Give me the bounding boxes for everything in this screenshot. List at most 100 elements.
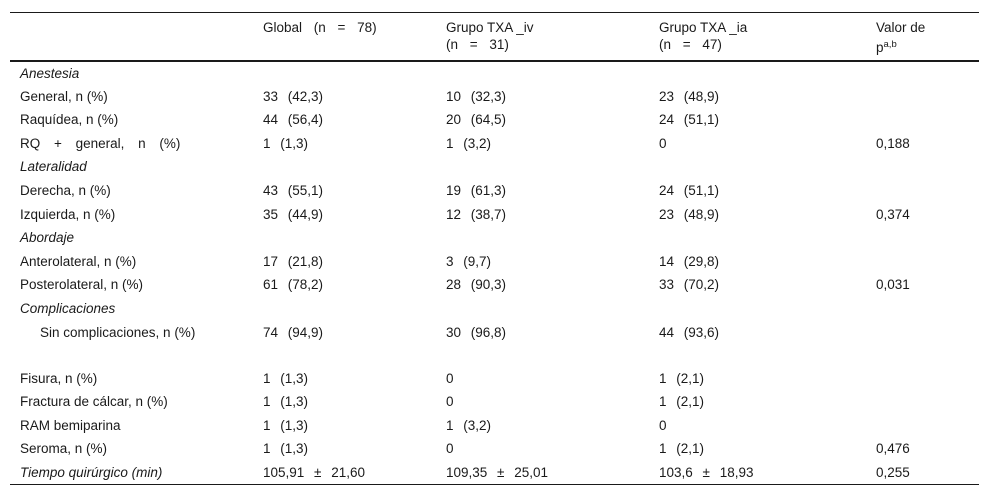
cell-txa-ia: 1 (2,1) <box>659 370 705 386</box>
cell-global: 43 (55,1) <box>263 182 324 198</box>
header-p-value-title: Valor de <box>876 20 926 35</box>
cell-txa-iv: 30 (96,8) <box>446 324 507 340</box>
header-label-cell <box>10 13 253 62</box>
row-label: Derecha, n (%) <box>20 182 111 198</box>
row-label: Anterolateral, n (%) <box>20 253 137 269</box>
cell-txa-iv: 12 (38,7) <box>446 206 507 222</box>
cell-global: 61 (78,2) <box>263 277 324 293</box>
table-row: Izquierda, n (%) 35 (44,9) 12 (38,7) 23 (48… <box>10 203 979 227</box>
cell-txa-iv: 109,35 ± 25,01 <box>446 464 548 480</box>
cell-txa-ia <box>649 226 866 250</box>
cell-global: 1 (1,3) <box>263 135 309 151</box>
header-txa-ia-n: (n = 47) <box>659 37 722 52</box>
cell-p-value <box>866 226 979 250</box>
row-label: Tiempo quirúrgico (min) <box>20 464 163 480</box>
cell-global: 1 (1,3) <box>263 394 309 410</box>
header-txa-iv-n: (n = 31) <box>446 37 509 52</box>
cell-global <box>253 226 436 250</box>
row-label: Lateralidad <box>20 159 87 175</box>
table-row: Posterolateral, n (%) 61 (78,2) 28 (90,3) 3… <box>10 273 979 297</box>
cell-txa-ia <box>649 61 866 85</box>
cell-p-value <box>866 321 979 367</box>
cell-txa-ia: 14 (29,8) <box>659 253 720 269</box>
header-global: Global (n = 78) <box>253 13 436 62</box>
results-table: Global (n = 78) Grupo TXA _iv (n = 31) G… <box>10 12 979 485</box>
cell-p-value: 0,374 <box>876 206 910 222</box>
header-p-letter: p <box>876 40 884 55</box>
header-p-value: Valor de pa,b <box>866 13 979 62</box>
row-label: General, n (%) <box>20 88 108 104</box>
cell-global <box>253 297 436 321</box>
row-label: Seroma, n (%) <box>20 441 108 457</box>
section-header-row: Anestesia <box>10 61 979 85</box>
row-label: Fractura de cálcar, n (%) <box>20 394 168 410</box>
cell-txa-ia: 33 (70,2) <box>659 277 720 293</box>
cell-txa-iv <box>436 61 649 85</box>
header-txa-iv-title: Grupo TXA _iv <box>446 20 534 35</box>
cell-global: 33 (42,3) <box>263 88 324 104</box>
cell-txa-ia <box>649 297 866 321</box>
cell-txa-iv: 0 <box>446 394 454 410</box>
cell-global: 1 (1,3) <box>263 370 309 386</box>
cell-txa-ia: 1 (2,1) <box>659 441 705 457</box>
cell-global: 44 (56,4) <box>263 112 324 128</box>
cell-global: 105,91 ± 21,60 <box>263 464 365 480</box>
table-row: General, n (%) 33 (42,3) 10 (32,3) 23 (48,9… <box>10 85 979 109</box>
cell-global: 17 (21,8) <box>263 253 324 269</box>
cell-txa-iv <box>436 226 649 250</box>
row-label: Posterolateral, n (%) <box>20 277 144 293</box>
row-label: Abordaje <box>20 230 75 246</box>
header-txa-ia: Grupo TXA _ia (n = 47) <box>649 13 866 62</box>
cell-txa-ia: 0 <box>659 417 667 433</box>
cell-global <box>253 155 436 179</box>
table-row: Sin complicaciones, n (%) 74 (94,9) 30 (96… <box>10 321 979 367</box>
row-label: RQ + general, n (%) <box>20 135 181 151</box>
cell-txa-iv: 3 (9,7) <box>446 253 492 269</box>
table-row: Fisura, n (%) 1 (1,3) 0 1 (2,1) <box>10 367 979 391</box>
cell-txa-ia: 103,6 ± 18,93 <box>659 464 754 480</box>
cell-global: 1 (1,3) <box>263 441 309 457</box>
header-row: Global (n = 78) Grupo TXA _iv (n = 31) G… <box>10 12 979 62</box>
cell-txa-iv <box>436 297 649 321</box>
cell-txa-ia: 1 (2,1) <box>659 394 705 410</box>
cell-global <box>253 61 436 85</box>
table-row: Tiempo quirúrgico (min) 105,91 ± 21,60 109… <box>10 461 979 485</box>
cell-txa-iv: 20 (64,5) <box>446 112 507 128</box>
cell-txa-ia: 23 (48,9) <box>659 206 720 222</box>
header-txa-ia-title: Grupo TXA _ia <box>659 20 748 35</box>
row-label: Fisura, n (%) <box>20 370 98 386</box>
cell-p-value <box>866 390 979 414</box>
header-p-value-symbol: pa,b <box>876 36 969 56</box>
table-row: RAM bemiparina 1 (1,3) 1 (3,2) 0 <box>10 414 979 438</box>
table-row: Anterolateral, n (%) 17 (21,8) 3 (9,7) 14 (… <box>10 250 979 274</box>
table-row: Fractura de cálcar, n (%) 1 (1,3) 0 1 (2,1) <box>10 390 979 414</box>
cell-txa-iv: 0 <box>446 370 454 386</box>
cell-p-value <box>866 179 979 203</box>
section-header-row: Lateralidad <box>10 155 979 179</box>
cell-p-value <box>866 108 979 132</box>
cell-txa-ia: 0 <box>659 135 667 151</box>
cell-txa-iv: 1 (3,2) <box>446 417 492 433</box>
row-label: Izquierda, n (%) <box>20 206 116 222</box>
cell-p-value: 0,476 <box>876 441 910 457</box>
cell-p-value: 0,188 <box>876 135 910 151</box>
cell-p-value <box>866 250 979 274</box>
results-table-container: Global (n = 78) Grupo TXA _iv (n = 31) G… <box>10 12 979 485</box>
cell-txa-ia <box>649 155 866 179</box>
table-row: RQ + general, n (%) 1 (1,3) 1 (3,2) 0 0,188 <box>10 132 979 156</box>
cell-global: 35 (44,9) <box>263 206 324 222</box>
cell-p-value <box>866 61 979 85</box>
cell-p-value <box>866 297 979 321</box>
section-header-row: Complicaciones <box>10 297 979 321</box>
cell-p-value <box>866 155 979 179</box>
cell-txa-ia: 44 (93,6) <box>659 324 720 340</box>
header-p-footnote: a,b <box>883 39 897 50</box>
row-label: Anestesia <box>20 66 80 81</box>
cell-p-value: 0,031 <box>876 277 910 293</box>
row-label: Raquídea, n (%) <box>20 112 119 128</box>
header-txa-iv: Grupo TXA _iv (n = 31) <box>436 13 649 62</box>
row-label: Sin complicaciones, n (%) <box>40 324 196 340</box>
cell-txa-iv: 0 <box>446 441 454 457</box>
cell-txa-ia: 23 (48,9) <box>659 88 720 104</box>
row-label: RAM bemiparina <box>20 417 121 433</box>
